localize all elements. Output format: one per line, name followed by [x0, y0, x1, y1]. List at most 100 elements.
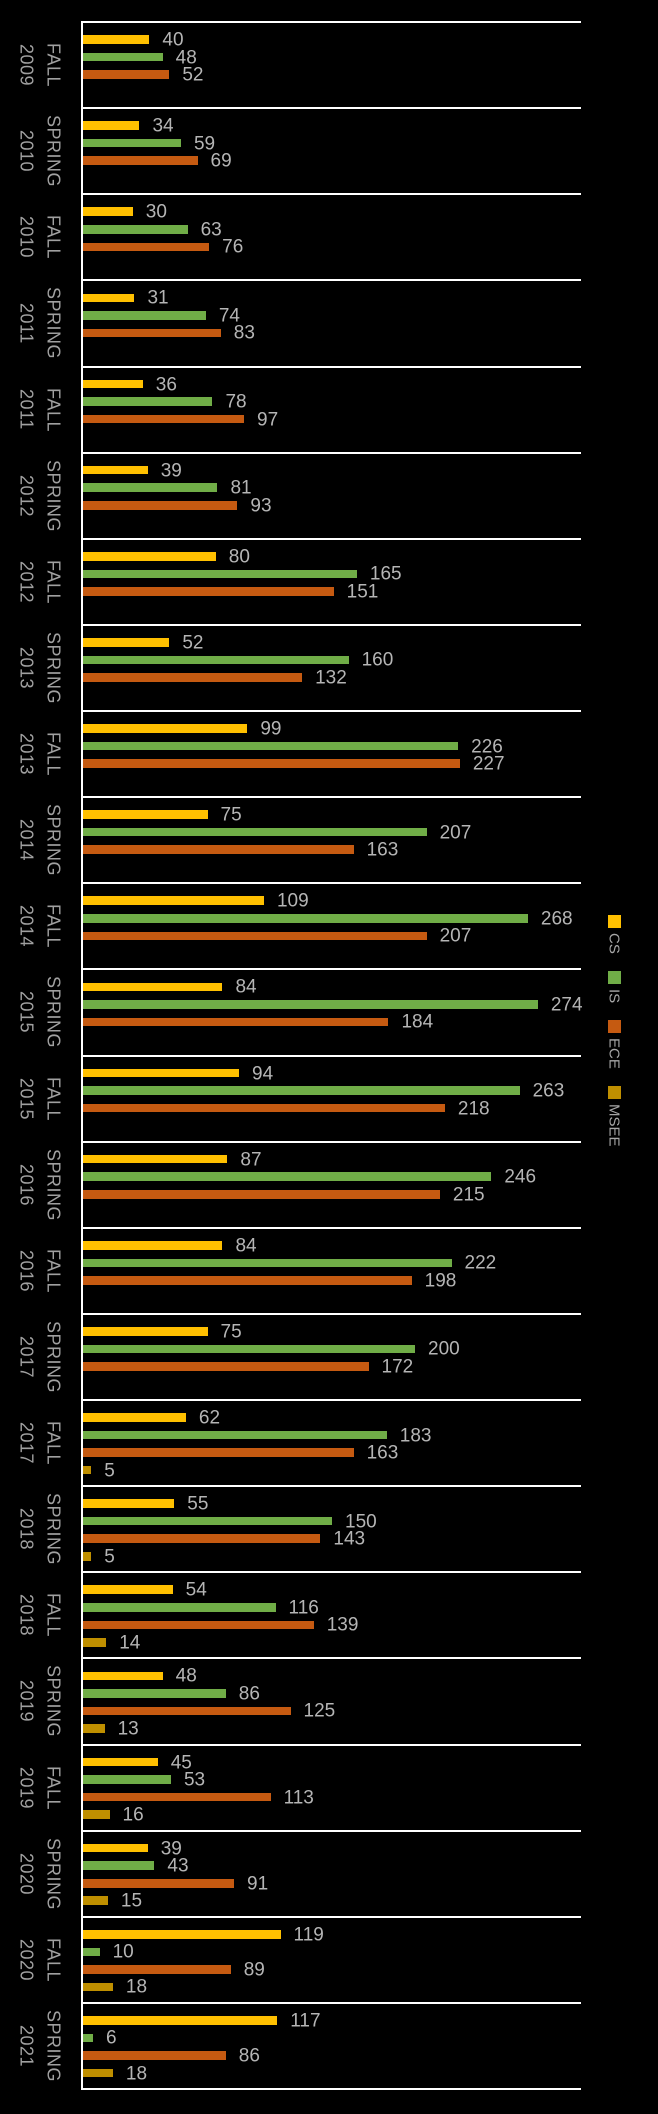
cs-bar: [83, 638, 170, 647]
category-separator-line: [81, 1399, 581, 1401]
data-label: 48: [175, 1665, 197, 1687]
msee-bar: [83, 1982, 113, 1992]
ece-bar: [83, 500, 238, 510]
data-label: 62: [198, 1407, 221, 1429]
ece-bar: [83, 2051, 226, 2060]
cs-bar: [83, 551, 216, 561]
data-label: 198: [424, 1270, 457, 1292]
legend-label: ECE: [605, 1038, 623, 1069]
category-label: FALL 2011: [16, 387, 64, 432]
category-separator-line: [81, 1829, 581, 1832]
category-label: SPRING 2018: [16, 1493, 64, 1566]
ece-bar: [83, 1965, 231, 1974]
data-label: 99: [260, 718, 282, 740]
category-separator-line: [81, 1657, 581, 1660]
category-label: SPRING 2015: [16, 976, 64, 1049]
data-label: 63: [200, 219, 222, 241]
category-label: SPRING 2012: [16, 459, 64, 532]
data-label: 93: [250, 495, 272, 517]
msee-bar: [83, 1724, 105, 1733]
data-label: 97: [257, 409, 279, 431]
ece-bar: [83, 242, 210, 252]
data-label: 78: [225, 391, 247, 413]
data-label: 218: [457, 1098, 490, 1120]
data-label: 163: [366, 1442, 399, 1464]
data-label: 53: [183, 1769, 206, 1791]
ece-bar: [83, 1017, 389, 1027]
cs-bar: [83, 465, 148, 475]
ece-bar: [83, 414, 245, 424]
data-label: 200: [428, 1338, 460, 1360]
data-label: 75: [220, 804, 242, 826]
data-label: 94: [252, 1063, 274, 1084]
data-label: 226: [471, 736, 503, 758]
data-label: 14: [119, 1632, 141, 1654]
cs-bar: [83, 207, 133, 217]
category-label: SPRING 2021: [16, 2009, 64, 2082]
data-label: 150: [345, 1511, 377, 1533]
category-label: SPRING 2016: [16, 1148, 64, 1221]
cs-bar: [83, 121, 140, 130]
ece-bar: [83, 673, 303, 682]
msee-bar: [83, 1810, 110, 1819]
is-bar: [83, 741, 459, 751]
data-label: 151: [346, 581, 379, 603]
is-bar: [83, 1775, 171, 1784]
cs-bar: [83, 1413, 186, 1422]
data-label: 18: [125, 1976, 148, 1998]
is-bar: [83, 397, 213, 406]
data-label: 39: [160, 1838, 182, 1860]
category-separator-line: [81, 623, 581, 626]
legend-item-msee: MSEE: [606, 1085, 623, 1146]
category-label: FALL 2009: [16, 43, 64, 88]
category-separator-line: [81, 107, 581, 110]
is-bar: [83, 569, 357, 579]
category-separator-line: [81, 537, 581, 540]
ece-bar: [83, 759, 460, 768]
ece-bar: [83, 70, 170, 79]
ece-bar: [83, 156, 198, 166]
cs-bar: [83, 293, 135, 303]
data-label: 54: [185, 1579, 207, 1601]
data-label: 83: [233, 322, 255, 344]
data-label: 43: [167, 1855, 189, 1877]
data-label: 274: [550, 994, 583, 1016]
data-label: 163: [366, 839, 399, 861]
data-label: 207: [439, 822, 472, 844]
ece-bar: [83, 1362, 369, 1371]
is-bar: [83, 1344, 415, 1354]
data-label: 76: [222, 236, 244, 258]
category-separator-line: [81, 1571, 581, 1574]
is-bar: [83, 1516, 332, 1526]
category-separator-line: [81, 279, 581, 282]
category-separator-line: [81, 365, 581, 368]
is-bar: [83, 914, 528, 923]
data-label: 31: [147, 287, 169, 309]
msee-bar: [83, 1896, 108, 1906]
category-label: SPRING 2019: [16, 1665, 64, 1738]
msee-bar: [83, 1638, 107, 1647]
ece-bar: [83, 1620, 314, 1630]
category-separator-line: [81, 882, 581, 885]
cs-bar: [83, 2016, 278, 2025]
data-label: 222: [464, 1252, 497, 1274]
cs-bar: [83, 1929, 281, 1939]
data-label: 84: [235, 976, 257, 998]
is-bar: [83, 1258, 452, 1268]
data-label: 45: [170, 1752, 192, 1773]
category-label: FALL 2015: [16, 1076, 64, 1121]
legend-swatch-is: [607, 970, 621, 984]
is-bar: [83, 52, 163, 62]
cs-bar: [83, 1843, 148, 1853]
is-bar: [83, 1861, 155, 1870]
cs-bar: [83, 379, 143, 389]
data-label: 268: [540, 908, 573, 930]
msee-bar: [83, 1465, 92, 1475]
data-label: 143: [333, 1528, 366, 1550]
category-separator-line: [81, 968, 581, 971]
category-separator-line: [81, 1312, 581, 1315]
data-label: 34: [152, 115, 174, 137]
data-label: 246: [504, 1166, 537, 1188]
is-bar: [83, 827, 427, 837]
